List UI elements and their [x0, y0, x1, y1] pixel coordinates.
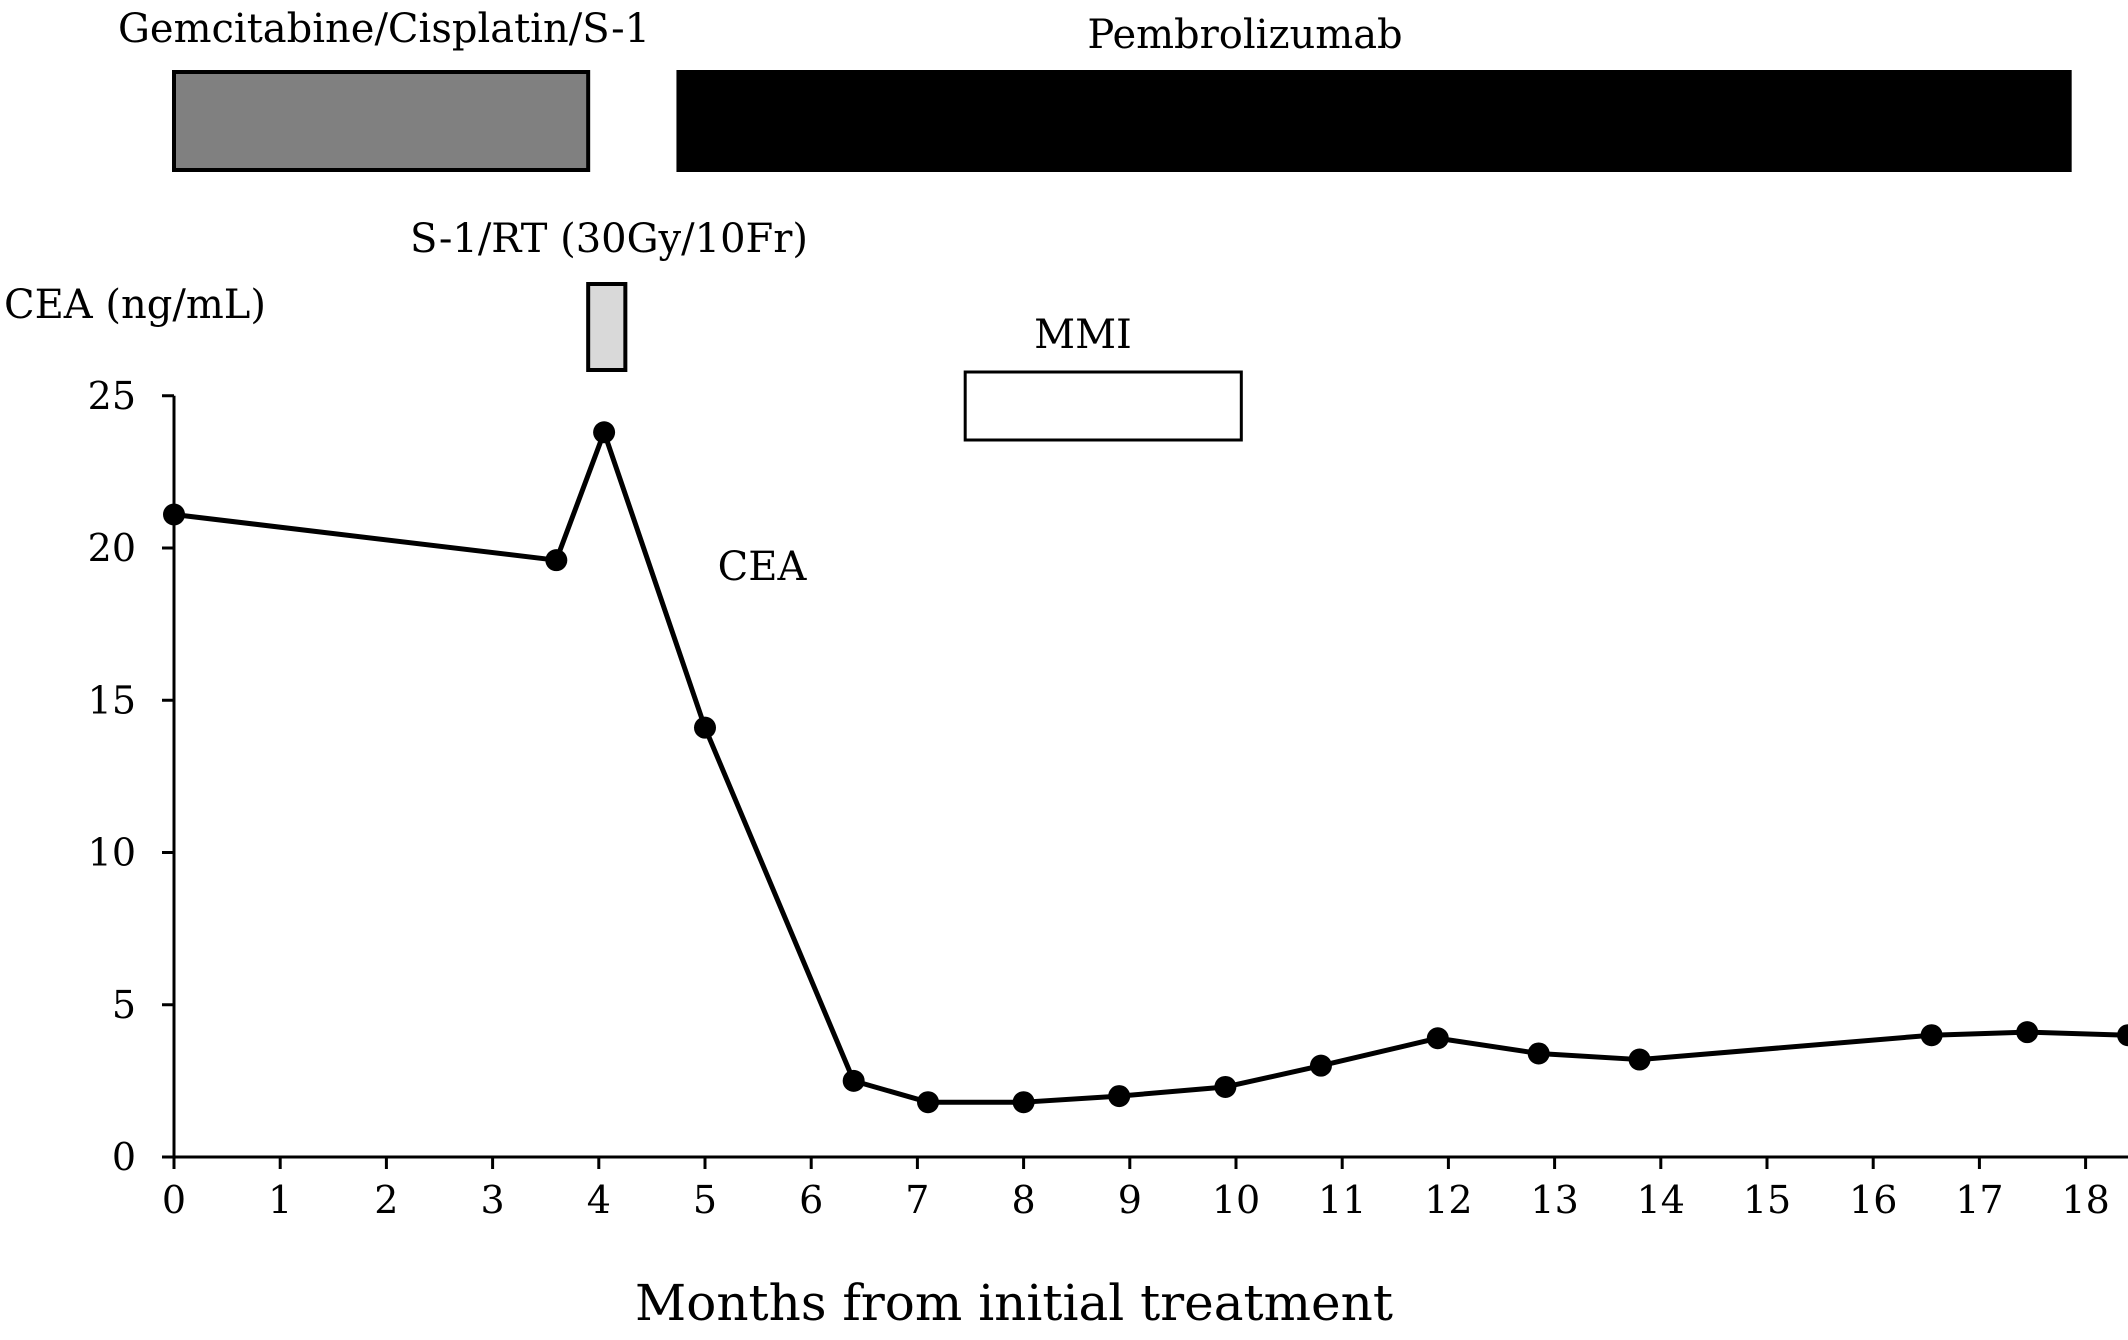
treatment-bar-mmi: [963, 370, 1243, 442]
x-tick-label: 9: [1118, 1178, 1142, 1222]
y-tick-label: 25: [88, 374, 136, 418]
treatment-label-mmi: MMI: [1034, 312, 1132, 358]
data-point: [163, 503, 185, 526]
data-point: [1012, 1091, 1035, 1114]
x-tick-label: 17: [1955, 1178, 2003, 1222]
treatment-label-s1-rt: S-1/RT (30Gy/10Fr): [410, 216, 808, 262]
treatment-bar-gemcitabine: [172, 70, 591, 172]
x-tick-label: 2: [374, 1178, 398, 1222]
x-tick-label: 8: [1012, 1178, 1036, 1222]
y-tick-label: 0: [112, 1135, 136, 1179]
x-tick-label: 7: [905, 1178, 929, 1222]
y-tick-label: 10: [88, 831, 136, 875]
data-point: [842, 1069, 865, 1092]
x-tick-label: 5: [693, 1178, 717, 1222]
x-tick-label: 4: [587, 1178, 611, 1222]
x-tick-label: 3: [481, 1178, 505, 1222]
x-axis-title: Months from initial treatment: [635, 1274, 1393, 1332]
x-tick-label: 11: [1318, 1178, 1366, 1222]
treatment-bar-pembrolizumab: [676, 70, 2072, 172]
y-tick-label: 15: [88, 678, 136, 722]
data-point: [1108, 1085, 1131, 1108]
x-tick-label: 6: [799, 1178, 823, 1222]
x-tick-label: 10: [1212, 1178, 1260, 1222]
y-tick-label: 5: [112, 983, 136, 1027]
treatment-bar-s1-rt: [586, 282, 628, 372]
y-axis-title: CEA (ng/mL): [4, 282, 266, 328]
series-label-cea: CEA: [718, 544, 808, 590]
x-tick-label: 12: [1424, 1178, 1472, 1222]
data-point: [917, 1091, 940, 1114]
data-point: [1628, 1048, 1651, 1071]
x-tick-label: 15: [1743, 1178, 1791, 1222]
x-tick-label: 18: [2061, 1178, 2109, 1222]
treatment-label-pembrolizumab: Pembrolizumab: [1087, 12, 1402, 58]
x-tick-label: 1: [268, 1178, 292, 1222]
data-point: [545, 549, 568, 572]
data-point: [1527, 1042, 1550, 1065]
x-tick-label: 16: [1849, 1178, 1897, 1222]
data-point: [1309, 1054, 1332, 1077]
data-point: [1426, 1027, 1449, 1050]
data-point: [1920, 1024, 1943, 1047]
x-tick-label: 0: [162, 1178, 186, 1222]
treatment-label-gemcitabine: Gemcitabine/Cisplatin/S-1: [118, 6, 650, 52]
data-point: [593, 421, 616, 444]
treatment-bars: Gemcitabine/Cisplatin/S-1 Pembrolizumab …: [118, 6, 2072, 442]
series-line: [163, 421, 2128, 1114]
y-tick-label: 20: [88, 526, 136, 570]
data-point: [694, 716, 716, 739]
data-point: [2117, 1024, 2128, 1047]
x-tick-label: 14: [1637, 1178, 1685, 1222]
x-tick-label: 13: [1530, 1178, 1578, 1222]
data-point: [2016, 1021, 2039, 1044]
data-point: [1214, 1075, 1237, 1098]
series-line-cea: [173, 429, 2128, 1105]
